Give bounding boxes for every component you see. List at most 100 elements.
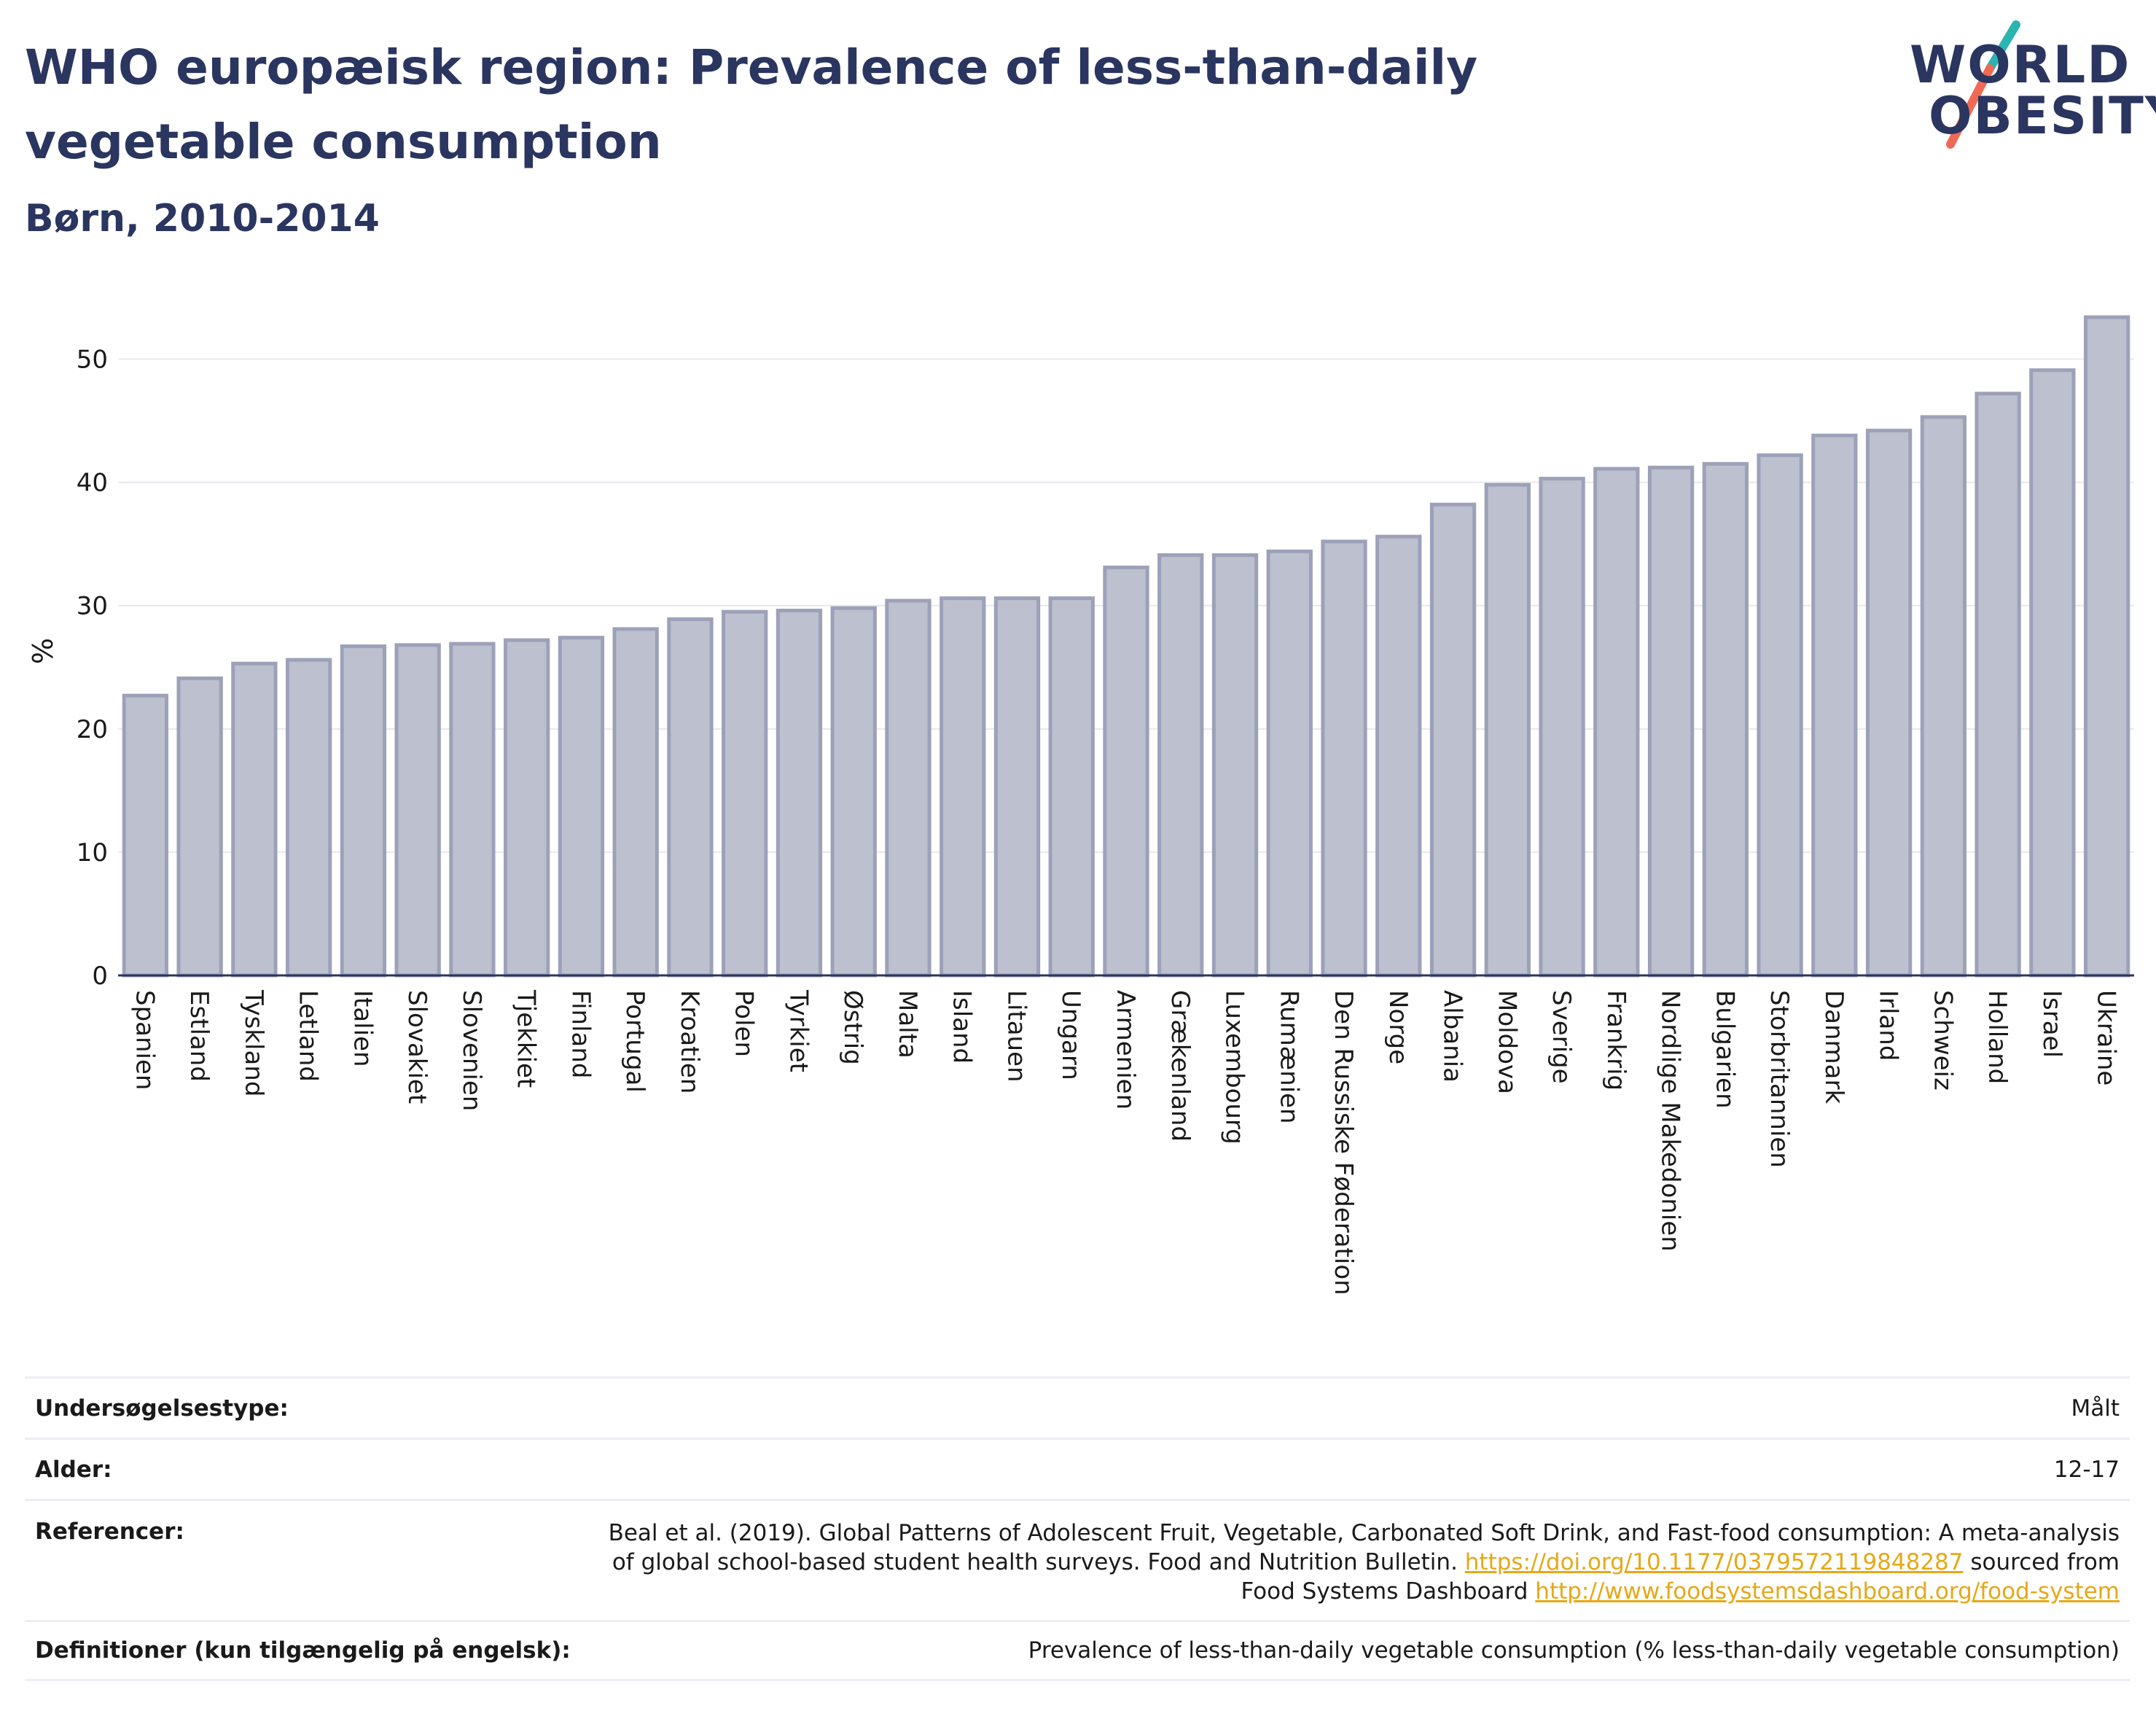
bar xyxy=(285,658,332,978)
x-tick-label: Holland xyxy=(1983,990,2012,1084)
y-axis-label: % xyxy=(27,638,59,664)
bar xyxy=(1048,596,1095,978)
chart-title: WHO europæisk region: Prevalence of less… xyxy=(25,39,1478,170)
logo-word-world: WORLD xyxy=(1910,35,2131,95)
x-tick-label: Malta xyxy=(893,990,922,1059)
survey-type-label: Undersøgelsestype: xyxy=(35,1395,289,1422)
logo-word-obesity: OBESITY xyxy=(1929,86,2156,146)
y-tick-label: 50 xyxy=(77,346,108,375)
x-tick-label: Storbritannien xyxy=(1765,990,1794,1168)
y-tick-label: 0 xyxy=(92,962,108,991)
x-tick-label: Slovenien xyxy=(457,990,486,1111)
bar xyxy=(1757,453,1803,978)
x-tick-label: Italien xyxy=(348,990,377,1067)
y-tick-label: 30 xyxy=(77,592,108,621)
references-value: Beal et al. (2019). Global Patterns of A… xyxy=(589,1519,2120,1606)
bar xyxy=(1647,465,1695,978)
references-doi-link[interactable]: https://doi.org/10.1177/0379572119848287 xyxy=(1464,1549,1964,1575)
x-tick-label: Nordlige Makedonien xyxy=(1656,990,1685,1252)
x-axis-labels: Spanien Estland Tyskland Letland Italien Slov… xyxy=(130,989,2120,1295)
bar xyxy=(1865,429,1913,978)
bar xyxy=(1375,534,1422,978)
x-tick-label: Spanien xyxy=(130,990,159,1090)
bar xyxy=(1920,415,1967,978)
bar xyxy=(449,642,496,978)
x-tick-label: Irland xyxy=(1874,990,1903,1061)
meta-row-age: Alder: 12-17 xyxy=(25,1438,2130,1499)
x-tick-label: Estland xyxy=(184,990,214,1082)
bar xyxy=(1975,391,2021,978)
bar xyxy=(1484,483,1531,978)
x-tick-label: Albania xyxy=(1438,990,1467,1083)
meta-row-definitions: Definitioner (kun tilgængelig på engelsk… xyxy=(25,1620,2130,1681)
references-text-1: Beal et al. (2019). Global Patterns of A… xyxy=(608,1520,2120,1575)
bar xyxy=(122,693,169,978)
x-tick-label: Grækenland xyxy=(1165,990,1195,1142)
logo-slash-icon xyxy=(1946,20,2020,149)
survey-type-value: Målt xyxy=(2071,1395,2120,1422)
definitions-value: Prevalence of less-than-daily vegetable … xyxy=(1028,1637,2120,1664)
bar xyxy=(1211,553,1259,978)
x-tick-label: Litauen xyxy=(1001,990,1031,1083)
metadata-table: Undersøgelsestype: Målt Alder: 12-17 Ref… xyxy=(25,1376,2130,1681)
references-text-2: sourced from Food Systems Dashboard xyxy=(1241,1549,2120,1605)
x-tick-label: Portugal xyxy=(620,990,649,1093)
x-tick-label: Danmark xyxy=(1819,990,1848,1104)
meta-row-survey-type: Undersøgelsestype: Målt xyxy=(25,1376,2130,1438)
bar xyxy=(1702,461,1749,978)
bar xyxy=(940,596,986,978)
age-value: 12-17 xyxy=(2053,1456,2120,1483)
x-tick-label: Moldova xyxy=(1492,990,1521,1094)
x-tick-label: Rumænien xyxy=(1274,990,1303,1124)
x-tick-label: Ungarn xyxy=(1056,990,1085,1080)
x-tick-label: Frankrig xyxy=(1601,990,1630,1091)
bar xyxy=(340,644,387,978)
references-dashboard-link[interactable]: http://www.foodsystemsdashboard.org/food… xyxy=(1535,1578,2120,1605)
bar xyxy=(1539,477,1585,978)
y-axis-ticks: 0 10 20 30 40 50 xyxy=(77,346,108,991)
bar xyxy=(993,596,1041,978)
x-tick-label: Armenien xyxy=(1111,990,1140,1110)
bar xyxy=(504,638,550,978)
bar xyxy=(394,643,441,978)
bar xyxy=(2029,368,2076,978)
y-tick-label: 20 xyxy=(77,715,108,744)
x-tick-label: Letland xyxy=(294,990,323,1082)
bars xyxy=(122,315,2130,978)
bar xyxy=(612,627,659,978)
bar-chart: 0 10 20 30 40 50 Spanien Estland Tyskland Letlan… xyxy=(27,315,2134,1295)
age-label: Alder: xyxy=(35,1456,112,1483)
meta-row-references: Referencer: Beal et al. (2019). Global P… xyxy=(25,1499,2130,1620)
bar xyxy=(667,617,714,978)
x-tick-label: Sverige xyxy=(1547,990,1576,1084)
definitions-label: Definitioner (kun tilgængelig på engelsk… xyxy=(35,1637,571,1664)
bar xyxy=(885,599,931,978)
bar xyxy=(1157,553,1204,978)
bar xyxy=(1266,549,1313,978)
y-tick-label: 40 xyxy=(77,469,108,498)
world-obesity-logo: WORLD OBESITY xyxy=(1895,20,2156,159)
bar xyxy=(1103,565,1149,978)
x-tick-label: Ukraine xyxy=(2092,990,2121,1085)
x-tick-label: Østrig xyxy=(838,990,867,1065)
bar xyxy=(558,636,605,978)
x-tick-label: Israel xyxy=(2037,990,2066,1058)
bar xyxy=(2083,315,2130,978)
x-tick-label: Norge xyxy=(1383,990,1413,1064)
x-tick-label: Tjekkiet xyxy=(512,989,541,1088)
x-tick-label: Polen xyxy=(730,990,759,1057)
bar xyxy=(1593,467,1640,978)
bar xyxy=(776,608,823,978)
x-tick-label: Slovakiet xyxy=(402,990,431,1104)
bar xyxy=(722,609,768,978)
chart-subtitle: Børn, 2010-2014 xyxy=(25,197,380,241)
x-tick-label: Tyrkiet xyxy=(784,989,813,1072)
x-tick-label: Island xyxy=(948,990,977,1064)
x-tick-label: Bulgarien xyxy=(1710,990,1739,1109)
y-tick-label: 10 xyxy=(77,838,108,868)
bar xyxy=(1811,433,1858,978)
bar xyxy=(176,676,223,978)
x-tick-label: Kroatien xyxy=(675,990,704,1094)
x-tick-label: Den Russiske Føderation xyxy=(1329,990,1358,1295)
bar xyxy=(231,661,278,978)
